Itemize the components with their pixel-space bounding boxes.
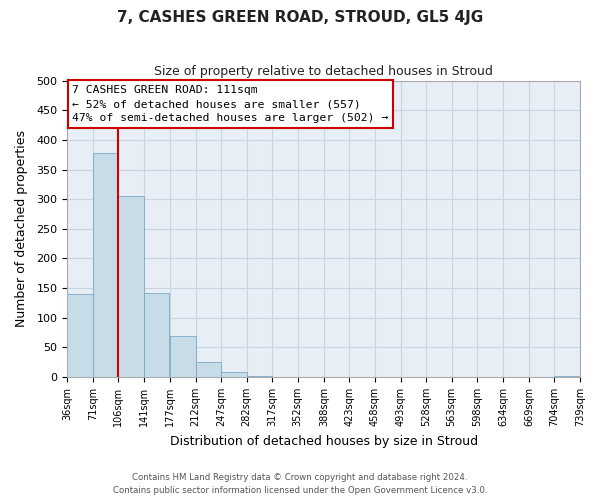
- Bar: [247, 376, 272, 377]
- Bar: [196, 362, 221, 377]
- X-axis label: Distribution of detached houses by size in Stroud: Distribution of detached houses by size …: [170, 434, 478, 448]
- Bar: [118, 196, 144, 377]
- Bar: [170, 336, 196, 377]
- Text: 7 CASHES GREEN ROAD: 111sqm
← 52% of detached houses are smaller (557)
47% of se: 7 CASHES GREEN ROAD: 111sqm ← 52% of det…: [73, 85, 389, 123]
- Title: Size of property relative to detached houses in Stroud: Size of property relative to detached ho…: [154, 65, 493, 78]
- Bar: [221, 372, 247, 377]
- Bar: [67, 294, 93, 377]
- Text: Contains HM Land Registry data © Crown copyright and database right 2024.
Contai: Contains HM Land Registry data © Crown c…: [113, 473, 487, 495]
- Y-axis label: Number of detached properties: Number of detached properties: [15, 130, 28, 328]
- Bar: [554, 376, 580, 377]
- Bar: [93, 153, 118, 377]
- Bar: [144, 294, 169, 377]
- Text: 7, CASHES GREEN ROAD, STROUD, GL5 4JG: 7, CASHES GREEN ROAD, STROUD, GL5 4JG: [117, 10, 483, 25]
